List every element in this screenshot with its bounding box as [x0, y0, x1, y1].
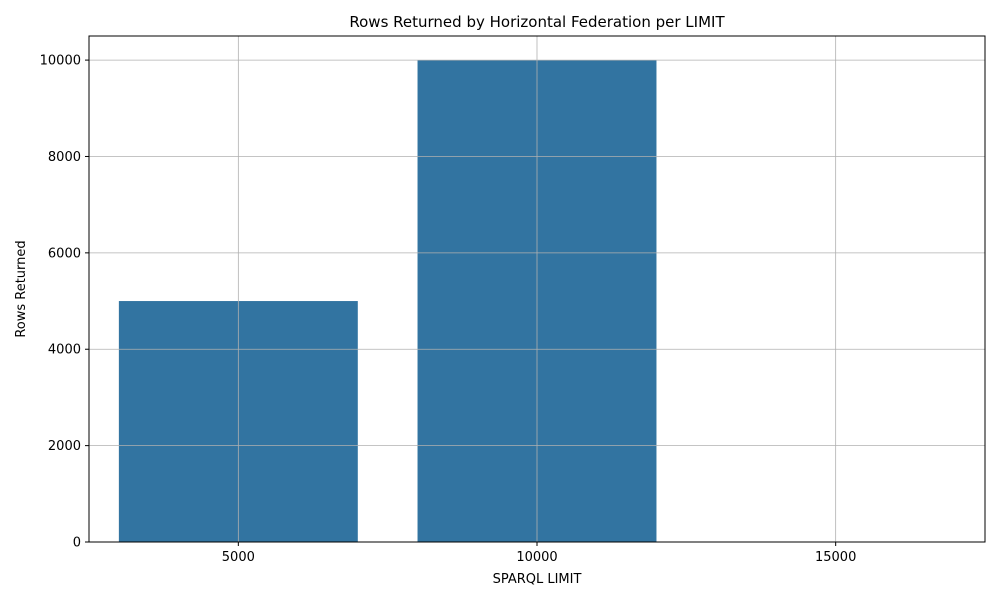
- bars: [118, 60, 657, 542]
- axes: 0 2000 4000 6000 8000 10000 5000 10000 15000: [40, 35, 986, 565]
- x-tick-label: 10000: [516, 550, 557, 565]
- y-tick-label: 10000: [40, 54, 81, 69]
- x-axis-title: SPARQL LIMIT: [493, 572, 582, 587]
- y-tick-label: 0: [73, 536, 81, 551]
- y-tick-label: 4000: [48, 343, 81, 358]
- y-tick-label: 2000: [48, 439, 81, 454]
- y-tick-label: 6000: [48, 246, 81, 261]
- x-tick-label: 5000: [222, 550, 255, 565]
- y-tick-label: 8000: [48, 150, 81, 165]
- chart-title: Rows Returned by Horizontal Federation p…: [349, 13, 725, 31]
- y-axis-title: Rows Returned: [14, 240, 29, 337]
- x-tick-label: 15000: [815, 550, 856, 565]
